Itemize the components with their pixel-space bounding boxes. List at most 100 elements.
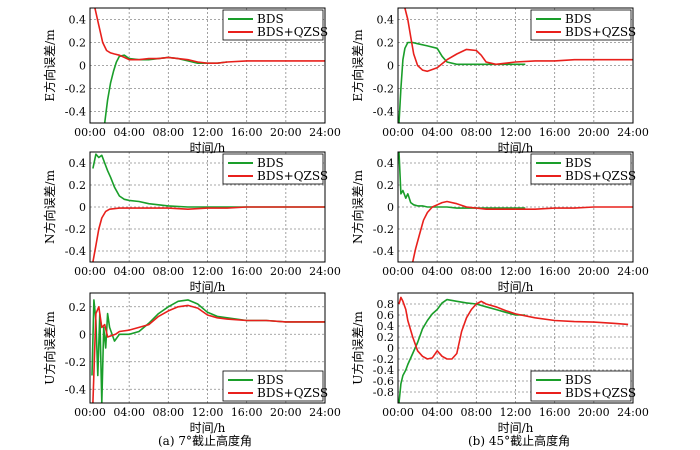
caption-right: (b) 45°截止高度角: [468, 434, 571, 448]
series-line-bds: [398, 152, 526, 209]
y-axis-label: N方向误差/m: [42, 169, 57, 244]
x-axis-label: 时间/h: [190, 421, 226, 435]
y-tick-label: 0.4: [69, 157, 87, 170]
y-tick-label: 0.2: [69, 37, 87, 50]
y-tick-label: -0.2: [373, 83, 394, 96]
x-tick-label: 00:00: [382, 126, 414, 139]
legend-entry: BDS+QZSS: [565, 169, 636, 183]
series-line-bds-qzss: [411, 200, 633, 262]
x-tick-label: 24:00: [309, 406, 341, 419]
series-line-bds-qzss: [404, 8, 633, 73]
x-tick-label: 24:00: [617, 406, 649, 419]
legend-entry: BDS+QZSS: [565, 386, 636, 400]
legend-box: [222, 370, 324, 402]
y-tick-label: -0.2: [65, 223, 86, 236]
x-tick-label: 08:00: [152, 265, 184, 278]
y-axis-label: N方向误差/m: [350, 169, 365, 244]
x-tick-label: 04:00: [113, 265, 145, 278]
plot-frame: [397, 151, 634, 263]
plot-frame: [89, 292, 326, 404]
y-tick-label: 0.4: [69, 14, 87, 27]
x-tick-label: 20:00: [270, 126, 302, 139]
x-tick-label: 12:00: [500, 265, 532, 278]
y-tick-label: 0.6: [377, 309, 395, 322]
x-tick-label: 04:00: [421, 265, 453, 278]
legend-entry: BDS: [565, 156, 592, 170]
legend-box: [530, 153, 632, 185]
y-tick-label: 0.2: [377, 331, 395, 344]
x-tick-label: 08:00: [460, 406, 492, 419]
x-axis-label: 时间/h: [498, 421, 534, 435]
y-tick-label: 0: [387, 342, 394, 355]
chart-b-U: 00:00 04:00 08:00 12:00 16:00 20:00 24:00-0.8-…: [350, 292, 649, 435]
x-tick-label: 00:00: [382, 265, 414, 278]
legend-entry: BDS: [257, 156, 284, 170]
y-tick-label: -0.4: [65, 245, 86, 258]
legend-box: [222, 9, 324, 41]
x-tick-label: 24:00: [309, 265, 341, 278]
chart-b-E: 00:00 04:00 08:00 12:00 16:00 20:00 24:00 -0.4 -…: [350, 7, 649, 155]
y-tick-label: 0: [387, 201, 394, 214]
y-tick-label: 0.4: [377, 320, 395, 333]
x-tick-label: 20:00: [270, 406, 302, 419]
legend-entry: BDS: [257, 12, 284, 26]
x-tick-label: 00:00: [74, 265, 106, 278]
y-tick-label: -0.4: [373, 106, 394, 119]
x-tick-label: 08:00: [460, 126, 492, 139]
y-tick-label: 0.2: [69, 301, 87, 314]
y-tick-label: -0.2: [65, 83, 86, 96]
x-tick-label: 20:00: [578, 126, 610, 139]
chart-b-N: 00:00 04:00 08:00 12:00 16:00 20:00 24:00 -0.4 -…: [350, 151, 649, 294]
x-tick-label: 16:00: [231, 265, 263, 278]
x-tick-label: 08:00: [152, 126, 184, 139]
x-tick-label: 20:00: [270, 265, 302, 278]
y-tick-label: 0.8: [377, 298, 395, 311]
y-tick-label: -0.4: [373, 245, 394, 258]
y-tick-label: -0.2: [373, 353, 394, 366]
x-tick-label: 00:00: [74, 126, 106, 139]
x-tick-label: 12:00: [192, 406, 224, 419]
x-tick-label: 24:00: [617, 265, 649, 278]
legend-entry: BDS+QZSS: [257, 25, 328, 39]
series-line-bds: [398, 41, 526, 123]
x-tick-label: 16:00: [539, 126, 571, 139]
y-tick-label: 0.2: [377, 37, 395, 50]
y-tick-label: 0: [79, 201, 86, 214]
caption-left: (a) 7°截止高度角: [158, 434, 252, 448]
x-tick-label: 04:00: [113, 406, 145, 419]
y-tick-label: 0.2: [377, 179, 395, 192]
chart-a-E: 00:00 04:00 08:00 12:00 16:00 20:00 24:00 -0.4 -…: [42, 7, 341, 155]
x-tick-label: 16:00: [231, 406, 263, 419]
x-tick-label: 16:00: [539, 265, 571, 278]
y-tick-label: 0.4: [377, 157, 395, 170]
x-tick-label: 00:00: [382, 406, 414, 419]
y-tick-label: -0.4: [65, 106, 86, 119]
plot-frame: [89, 7, 326, 124]
chart-a-N: 00:00 04:00 08:00 12:00 16:00 20:00 24:00 -0.4 -…: [42, 151, 341, 294]
y-tick-label: -0.4: [65, 383, 86, 396]
y-tick-label: 0.2: [69, 179, 87, 192]
x-tick-label: 20:00: [578, 265, 610, 278]
y-tick-label: -0.4: [373, 364, 394, 377]
plot-frame: [397, 7, 634, 124]
y-tick-label: 0: [79, 328, 86, 341]
x-tick-label: 16:00: [231, 126, 263, 139]
legend-entry: BDS: [565, 12, 592, 26]
y-tick-label: -0.8: [373, 386, 394, 399]
x-tick-label: 12:00: [500, 406, 532, 419]
y-axis-label: E方向误差/m: [350, 29, 365, 102]
y-axis-label: E方向误差/m: [42, 29, 57, 102]
y-tick-label: -0.2: [65, 356, 86, 369]
x-tick-label: 24:00: [617, 126, 649, 139]
legend-box: [530, 370, 632, 402]
x-tick-label: 12:00: [192, 265, 224, 278]
y-tick-label: 0.4: [377, 14, 395, 27]
series-line-bds-qzss: [94, 8, 325, 65]
legend-entry: BDS+QZSS: [257, 386, 328, 400]
